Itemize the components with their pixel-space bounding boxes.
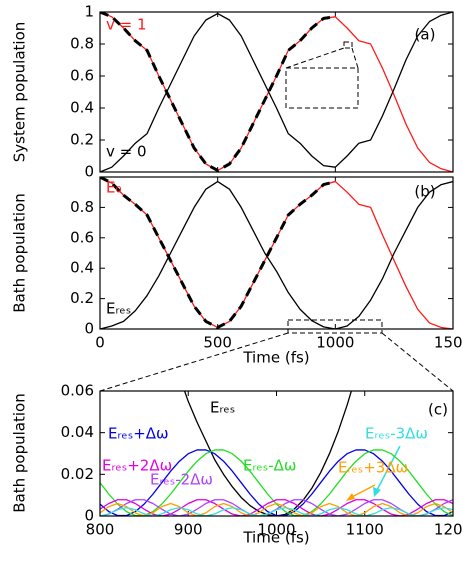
line — [100, 180, 453, 329]
y-tick-label: 0 — [84, 163, 94, 181]
x-tick-label: 900 — [174, 521, 203, 539]
arrow — [349, 484, 376, 499]
series-label: Eᵣₑₛ+Δω — [108, 425, 169, 443]
dashed-line — [100, 177, 336, 329]
plot-frame — [99, 176, 454, 330]
zoom-box — [287, 319, 383, 334]
dashed-line — [100, 12, 336, 172]
panel-label: (a) — [415, 26, 436, 44]
y-tick-label: 0.2 — [70, 289, 94, 307]
y-tick-label: 0.8 — [70, 35, 94, 53]
y-tick-label: 0 — [84, 507, 94, 525]
x-tick-label: 1500 — [434, 334, 463, 352]
line — [100, 12, 453, 172]
series-label: Eᵣₑₛ+2Δω — [102, 457, 172, 475]
series-label: v = 1 — [106, 16, 147, 34]
x-tick-label: 800 — [86, 521, 115, 539]
zoom-guides — [99, 41, 454, 392]
x-axis-label: Time (fs) — [242, 529, 309, 547]
x-tick-label: 1000 — [257, 521, 295, 539]
line — [100, 499, 453, 516]
y-tick-label: 0.6 — [70, 67, 94, 85]
zoom-line — [381, 332, 454, 392]
y-tick-label: 0.6 — [70, 228, 94, 246]
plot-frame — [99, 11, 454, 173]
x-tick-label: 1000 — [316, 334, 354, 352]
y-axis-label: Bath population — [11, 193, 29, 312]
y-tick-label: 0.04 — [61, 423, 94, 441]
zoom-line — [99, 332, 289, 392]
x-tick-label: 1100 — [346, 521, 384, 539]
panel-label: (c) — [428, 401, 448, 419]
arrows — [346, 445, 401, 501]
plot-area — [100, 391, 453, 516]
plot-frame — [99, 390, 454, 517]
line — [100, 507, 453, 516]
inset-line — [285, 47, 345, 69]
series-label: Eᵣₑₛ-Δω — [243, 457, 296, 475]
plot-area — [100, 177, 453, 329]
panel: 0 0.2 0.4 0.6 0.8 0 500 1000 1500 E₀ Eᵣₑₛ (b) Bath p… — [11, 176, 463, 367]
inset-source — [343, 41, 353, 49]
line — [100, 12, 453, 172]
plot-area — [100, 12, 453, 172]
panel-label: (b) — [414, 183, 435, 201]
x-tick-label: 1200 — [434, 521, 463, 539]
y-tick-label: 0.4 — [70, 99, 94, 117]
y-axis-label: Bath population — [11, 393, 29, 512]
y-tick-label: 0.2 — [70, 131, 94, 149]
series-label: v = 0 — [106, 143, 147, 161]
inset-box — [285, 67, 359, 109]
y-axis-label: System population — [11, 22, 29, 163]
x-axis-label: Time (fs) — [242, 349, 309, 367]
y-tick-label: 1 — [84, 3, 94, 21]
panel: 0 0.02 0.04 0.06 800 900 1000 1100 1200 Eᵣₑₛ Eᵣₑₛ+… — [11, 382, 463, 547]
arrow-head — [373, 487, 381, 497]
y-tick-label: 0.06 — [61, 382, 94, 400]
line — [100, 177, 453, 329]
series-label: Eᵣₑₛ — [210, 399, 235, 417]
x-tick-label: 500 — [203, 334, 232, 352]
y-tick-label: 0.4 — [70, 259, 94, 277]
series-label: E₀ — [106, 179, 122, 197]
series-label: Eᵣₑₛ-3Δω — [365, 425, 428, 443]
y-tick-label: 0 — [84, 320, 94, 338]
y-tick-label: 0.02 — [61, 465, 94, 483]
arrow-head — [346, 493, 355, 501]
series-label: Eᵣₑₛ — [106, 300, 131, 318]
x-tick-label: 0 — [95, 334, 105, 352]
series-label: Eᵣₑₛ-2Δω — [150, 471, 213, 489]
panel: 0 0.2 0.4 0.6 0.8 1 v = 1 v = 0 (a) System popula… — [11, 3, 454, 181]
inset-line — [351, 47, 359, 69]
series-label: Eᵣₑₛ+3Δω — [338, 459, 408, 477]
y-tick-label: 0.8 — [70, 198, 94, 216]
